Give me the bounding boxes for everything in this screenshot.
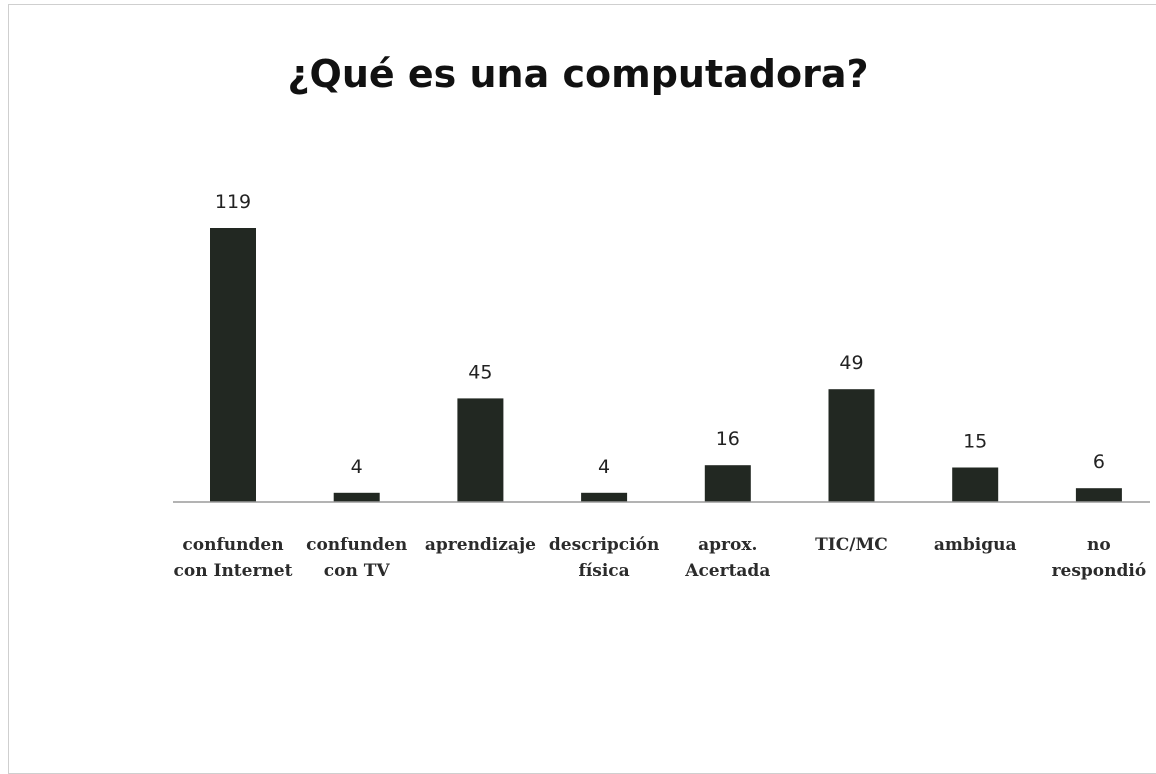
bar-7: [1075, 488, 1122, 502]
bars-group: [210, 228, 1122, 502]
bar-6: [952, 467, 999, 502]
category-label-6: ambigua: [934, 535, 1017, 555]
value-labels-group: 119 4 45 4 16 49 15 6: [215, 191, 1105, 478]
bar-4: [704, 465, 751, 502]
value-label-3: 4: [598, 456, 610, 478]
category-labels-group: confunden con Internet confunden con TV apre…: [174, 535, 1147, 581]
bar-5: [828, 389, 875, 502]
chart-title: ¿Qué es una computadora?: [287, 52, 869, 96]
category-label-0: confunden con Internet: [174, 535, 293, 581]
value-label-1: 4: [351, 456, 363, 478]
bar-2: [457, 398, 504, 502]
value-label-2: 45: [468, 361, 492, 383]
category-label-3: descripción física: [549, 535, 659, 581]
category-label-4: aprox. Acertada: [684, 535, 770, 581]
value-label-5: 49: [839, 352, 863, 374]
category-label-1: confunden con TV: [306, 535, 407, 581]
value-label-6: 15: [963, 431, 987, 453]
value-label-4: 16: [716, 428, 740, 450]
category-label-7: no respondió: [1052, 535, 1147, 581]
bar-0: [210, 228, 256, 502]
bar-3: [581, 492, 628, 502]
value-label-0: 119: [215, 191, 251, 213]
category-label-2: aprendizaje: [425, 535, 536, 555]
category-label-5: TIC/MC: [815, 535, 888, 555]
bar-1: [333, 492, 380, 502]
chart-frame: [8, 4, 1156, 774]
value-label-7: 6: [1093, 451, 1105, 473]
